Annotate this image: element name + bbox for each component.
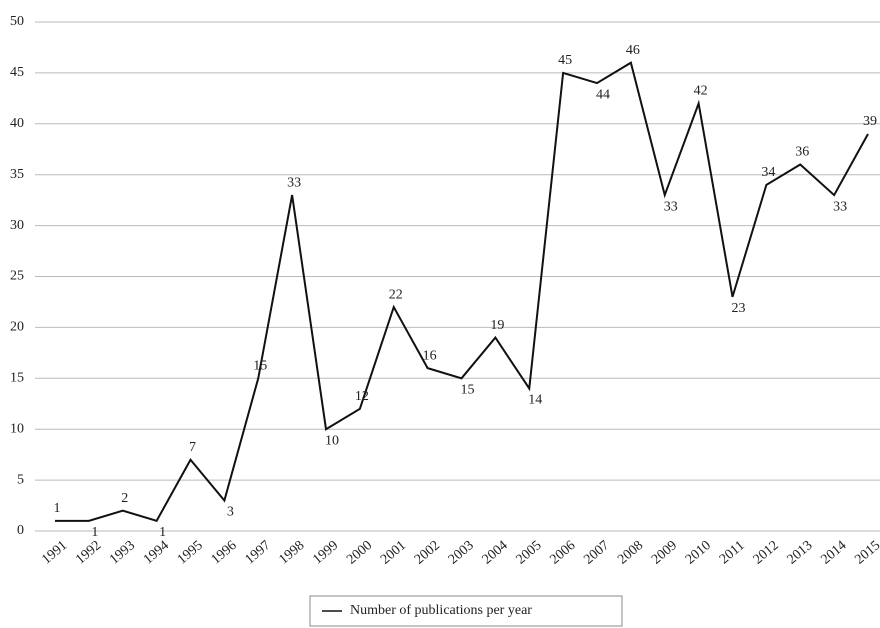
x-tick-label: 2000	[344, 538, 375, 567]
y-tick-label: 50	[10, 14, 24, 29]
x-tick-label: 1992	[73, 538, 104, 567]
x-tick-label: 1996	[209, 538, 240, 567]
data-label: 3	[227, 505, 234, 520]
chart: 0 5 10 15 20 25 30 35 40 45 50 19911992199319941995…	[0, 0, 880, 628]
data-label: 1	[159, 525, 166, 540]
y-tick-label: 5	[17, 472, 24, 487]
y-tick-label: 15	[10, 371, 24, 386]
y-tick-label: 0	[17, 523, 24, 538]
x-tick-label: 2001	[378, 538, 409, 567]
x-tick-label: 2010	[683, 538, 714, 567]
y-tick-label: 35	[10, 167, 24, 182]
x-tick-label: 1991	[39, 538, 70, 567]
data-label: 44	[596, 87, 610, 102]
legend-label: Number of publications per year	[350, 603, 532, 618]
data-label: 33	[287, 175, 301, 190]
data-label: 42	[694, 84, 708, 99]
y-tick-label: 25	[10, 269, 24, 284]
y-tick-label: 45	[10, 65, 24, 80]
x-tick-label: 2014	[818, 538, 849, 567]
x-tick-label: 2009	[649, 538, 680, 567]
x-tick-label: 2008	[615, 538, 646, 567]
x-tick-label: 2003	[446, 538, 477, 567]
data-label: 46	[626, 43, 640, 58]
data-label: 33	[664, 199, 678, 214]
x-tick-label: 1995	[175, 538, 206, 567]
x-tick-label: 1994	[141, 538, 172, 567]
data-label: 39	[863, 114, 877, 129]
data-label: 14	[528, 393, 542, 408]
data-label: 10	[325, 433, 339, 448]
x-tick-label: 1998	[276, 538, 307, 567]
x-tick-label: 1999	[310, 538, 341, 567]
x-tick-label: 2011	[717, 538, 748, 567]
data-label: 7	[189, 440, 196, 455]
data-label: 15	[461, 383, 475, 398]
y-tick-label: 40	[10, 116, 24, 131]
x-tick-label: 1997	[243, 538, 274, 567]
x-tick-label: 1993	[107, 538, 138, 567]
data-label: 45	[558, 53, 572, 68]
data-label: 12	[355, 389, 369, 404]
data-label: 23	[732, 301, 746, 316]
x-tick-label: 2002	[412, 538, 443, 567]
x-tick-label: 2004	[480, 538, 511, 567]
x-tick-label: 2013	[785, 538, 816, 567]
data-label: 19	[490, 318, 504, 333]
y-tick-label: 30	[10, 218, 24, 233]
x-tick-label: 2007	[581, 538, 612, 567]
x-tick-label: 2012	[751, 538, 782, 567]
data-label: 16	[423, 348, 437, 363]
data-label: 15	[253, 359, 267, 374]
data-label: 2	[121, 491, 128, 506]
legend: Number of publications per year	[310, 596, 622, 626]
x-tick-label: 2005	[514, 538, 545, 567]
data-line	[55, 63, 868, 521]
data-label: 34	[761, 165, 775, 180]
x-tick-label: 2015	[852, 538, 880, 567]
data-label: 36	[795, 145, 809, 160]
x-tick-label: 2006	[547, 538, 578, 567]
y-tick-label: 10	[10, 421, 24, 436]
data-label: 33	[833, 199, 847, 214]
data-label: 1	[54, 501, 61, 516]
data-label: 1	[91, 525, 98, 540]
data-label: 22	[389, 287, 403, 302]
y-tick-label: 20	[10, 320, 24, 335]
